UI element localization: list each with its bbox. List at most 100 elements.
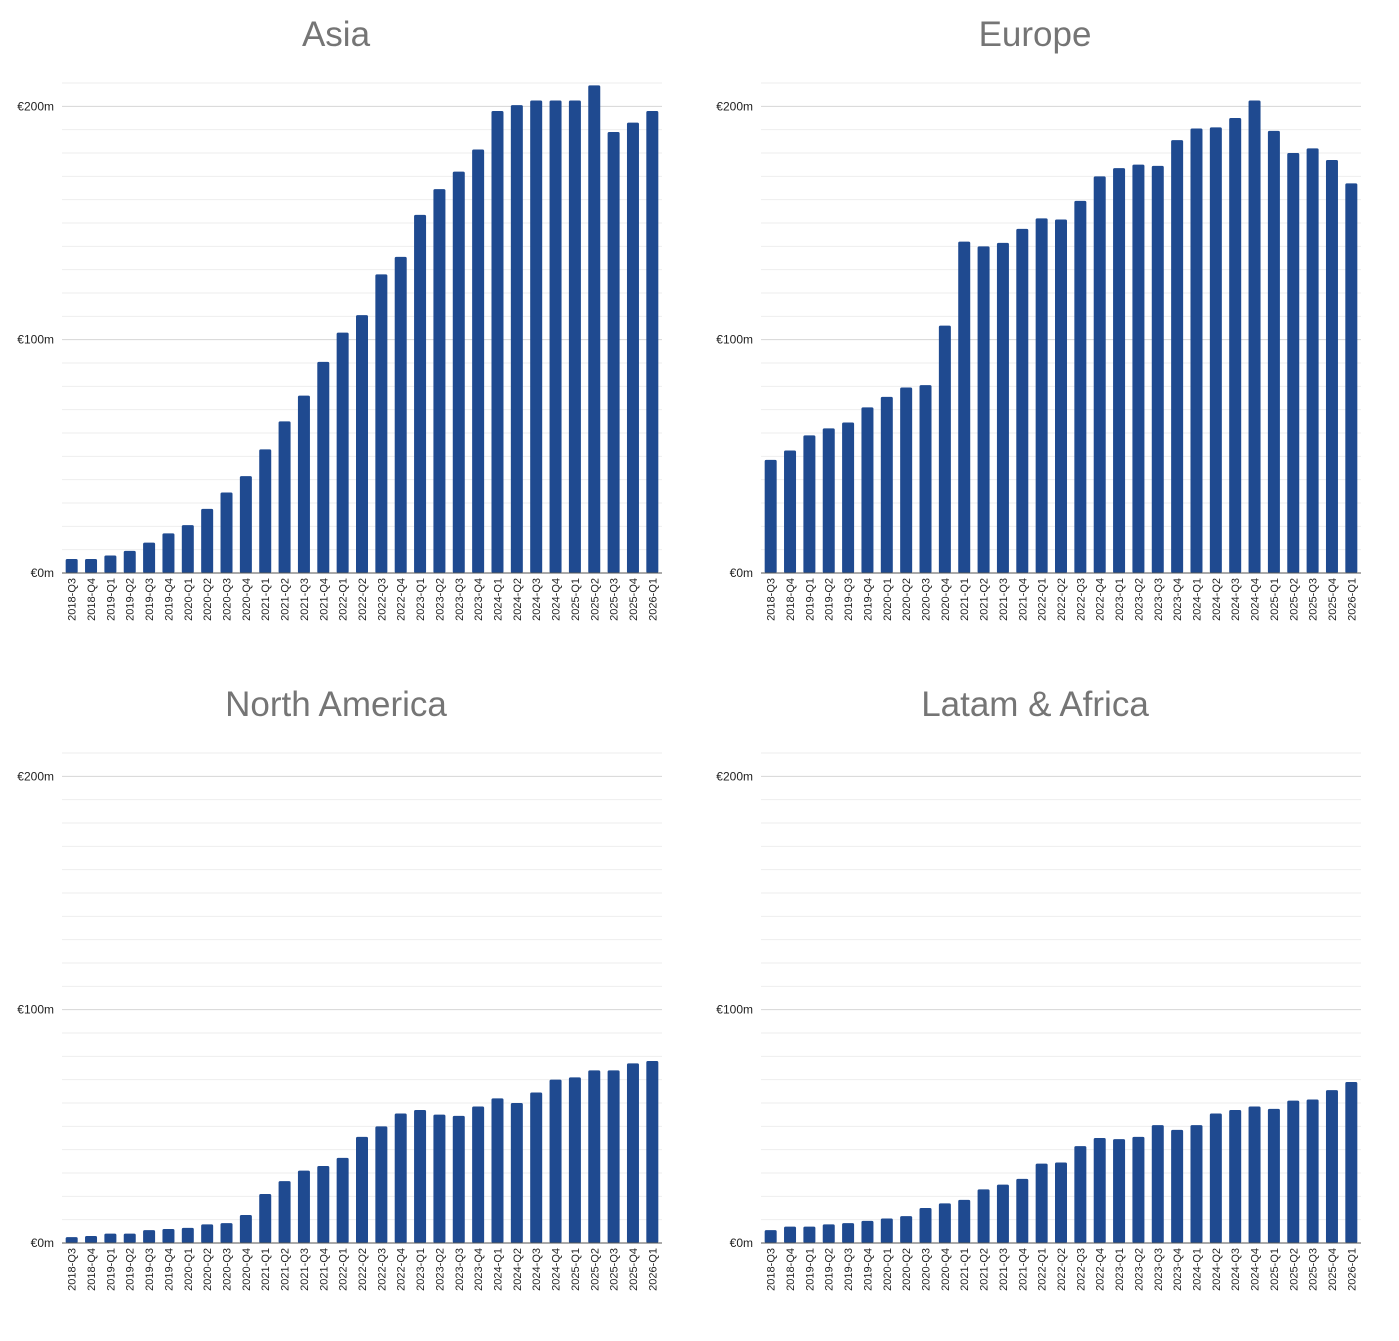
bar-2019-q1	[104, 555, 117, 573]
x-tick-label: 2023-Q1	[1114, 1248, 1126, 1291]
chart-title: Europe	[979, 15, 1092, 54]
bar-2023-q3	[452, 171, 465, 573]
x-tick-label: 2022-Q4	[1095, 1248, 1107, 1291]
bar-2019-q3	[143, 542, 156, 573]
bar-2025-q4	[1325, 160, 1338, 573]
x-tick-label: 2019-Q2	[125, 578, 137, 621]
x-tick-label: 2021-Q3	[299, 578, 311, 621]
bar-2022-q4	[1093, 1138, 1106, 1243]
x-tick-label: 2019-Q3	[144, 1248, 156, 1291]
bar-2025-q1	[568, 1077, 581, 1243]
x-tick-label: 2024-Q3	[531, 1248, 543, 1291]
bar-2019-q4	[861, 407, 874, 573]
x-tick-label: 2022-Q1	[1037, 578, 1049, 621]
bar-2020-q3	[919, 1208, 932, 1243]
x-tick-label: 2019-Q4	[862, 1248, 874, 1291]
x-tick-label: 2020-Q4	[940, 578, 952, 621]
x-tick-label: 2025-Q4	[1327, 1248, 1339, 1291]
x-tick-label: 2024-Q1	[1191, 578, 1203, 621]
bar-2025-q2	[588, 1070, 601, 1243]
x-tick-label: 2021-Q2	[979, 1248, 991, 1291]
y-tick-label: €100m	[17, 1003, 54, 1017]
bar-2020-q2	[900, 387, 913, 573]
bar-2021-q2	[977, 246, 990, 574]
x-tick-label: 2018-Q3	[67, 578, 79, 621]
x-tick-label: 2019-Q3	[144, 578, 156, 621]
bar-2023-q1	[414, 214, 427, 574]
x-tick-label: 2025-Q3	[609, 1248, 621, 1291]
x-tick-label: 2024-Q3	[1230, 1248, 1242, 1291]
x-tick-label: 2018-Q4	[86, 1248, 98, 1291]
x-tick-label: 2021-Q3	[299, 1248, 311, 1291]
bar-2022-q3	[1074, 200, 1087, 574]
x-tick-label: 2021-Q4	[318, 1248, 330, 1291]
x-tick-label: 2021-Q1	[959, 578, 971, 621]
x-tick-label: 2022-Q4	[396, 578, 408, 621]
x-tick-label: 2024-Q1	[492, 578, 504, 621]
bar-2018-q3	[764, 1230, 777, 1243]
bar-2023-q1	[1113, 168, 1126, 573]
x-tick-label: 2020-Q2	[901, 1248, 913, 1291]
bar-2025-q3	[1306, 148, 1319, 574]
chart-panel-europe: Europe €0m €100m €200m 2018-Q3 2018-Q4 2019-Q1…	[699, 0, 1399, 670]
x-tick-label: 2024-Q3	[531, 578, 543, 621]
x-tick-label: 2019-Q3	[843, 578, 855, 621]
bar-2018-q3	[764, 459, 777, 573]
x-tick-label: 2020-Q4	[241, 1248, 253, 1291]
bar-2021-q3	[297, 395, 310, 573]
bar-2023-q4	[1171, 140, 1184, 573]
x-tick-label: 2022-Q1	[1037, 1248, 1049, 1291]
x-tick-label: 2022-Q3	[376, 1248, 388, 1291]
x-tick-label: 2025-Q3	[1308, 578, 1320, 621]
x-tick-label: 2022-Q1	[338, 578, 350, 621]
x-tick-label: 2024-Q1	[492, 1248, 504, 1291]
bar-2021-q4	[317, 361, 330, 573]
x-tick-label: 2020-Q1	[882, 1248, 894, 1291]
bar-2018-q4	[85, 1236, 98, 1243]
bar-2024-q1	[491, 1098, 504, 1243]
bar-2023-q3	[1151, 165, 1164, 574]
bar-2022-q3	[375, 1126, 388, 1243]
x-tick-label: 2022-Q2	[357, 578, 369, 621]
x-tick-label: 2020-Q4	[241, 578, 253, 621]
bar-2023-q3	[452, 1115, 465, 1243]
x-tick-label: 2020-Q3	[222, 578, 234, 621]
x-tick-label: 2019-Q4	[163, 1248, 175, 1291]
bar-2021-q3	[996, 242, 1009, 574]
x-tick-label: 2023-Q1	[415, 578, 427, 621]
bar-2022-q4	[1093, 176, 1106, 574]
x-tick-label: 2021-Q4	[1017, 578, 1029, 621]
bar-2025-q4	[626, 1063, 639, 1243]
bar-2018-q4	[85, 559, 98, 573]
bar-2024-q2	[510, 1103, 523, 1243]
x-tick-label: 2024-Q4	[551, 1248, 563, 1291]
bar-2019-q2	[822, 428, 835, 573]
x-tick-label: 2022-Q3	[1075, 1248, 1087, 1291]
bar-2023-q4	[472, 149, 485, 573]
bar-2025-q2	[588, 85, 601, 573]
x-tick-label: 2021-Q2	[280, 1248, 292, 1291]
bar-2020-q1	[181, 1227, 194, 1243]
bar-2024-q3	[530, 1092, 543, 1243]
bar-2020-q4	[239, 1215, 252, 1243]
bar-2021-q3	[297, 1170, 310, 1243]
bar-2020-q1	[880, 1218, 893, 1243]
bar-2021-q4	[1016, 228, 1029, 574]
bar-2020-q4	[239, 476, 252, 573]
bar-2024-q3	[1229, 1110, 1242, 1243]
bar-2024-q3	[1229, 118, 1242, 573]
bar-2021-q2	[278, 1181, 291, 1243]
bar-2024-q4	[1248, 1106, 1261, 1243]
x-tick-label: 2026-Q1	[1346, 1248, 1358, 1291]
x-tick-label: 2022-Q2	[357, 1248, 369, 1291]
bar-2021-q2	[278, 421, 291, 573]
x-tick-label: 2025-Q2	[1288, 578, 1300, 621]
bar-2020-q2	[201, 1224, 214, 1243]
x-tick-label: 2020-Q3	[921, 1248, 933, 1291]
bar-2019-q1	[104, 1233, 117, 1243]
bar-2021-q3	[996, 1184, 1009, 1243]
bar-2019-q2	[123, 1233, 136, 1243]
x-tick-label: 2020-Q2	[202, 1248, 214, 1291]
y-tick-label: €0m	[730, 1236, 753, 1250]
x-tick-label: 2025-Q4	[628, 578, 640, 621]
